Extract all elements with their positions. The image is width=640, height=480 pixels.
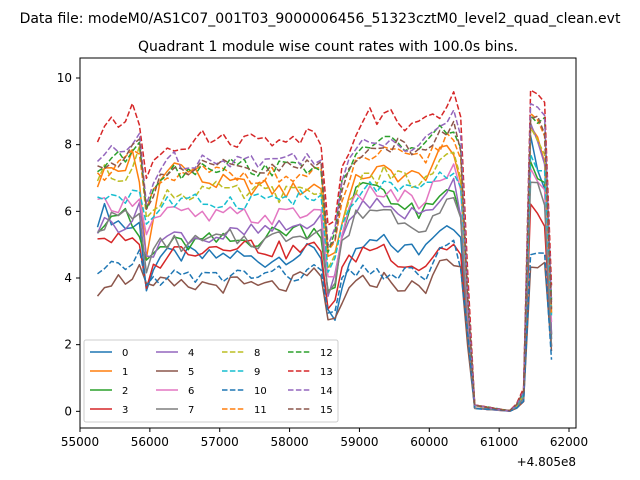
- x-tick-label: 60000: [410, 435, 448, 449]
- legend-label-11: 11: [254, 405, 267, 416]
- y-tick-label: 2: [64, 338, 72, 352]
- axes-frame: [79, 57, 577, 429]
- x-tick-label: 59000: [340, 435, 378, 449]
- legend-label-2: 2: [122, 386, 128, 397]
- figure-suptitle: Data file: modeM0/AS1C07_001T03_90000064…: [20, 11, 621, 27]
- y-tick-label: 10: [57, 71, 72, 85]
- legend-label-0: 0: [122, 348, 128, 359]
- legend-label-8: 8: [254, 348, 260, 359]
- chart-title: Quadrant 1 module wise count rates with …: [138, 39, 518, 55]
- legend-label-9: 9: [254, 367, 260, 378]
- x-tick-label: 55000: [61, 435, 99, 449]
- x-tick-label: 58000: [270, 435, 308, 449]
- series-line-7: [97, 181, 553, 412]
- x-axis: 55000 56000 57000 58000 59000 60000 61000 62000: [61, 428, 588, 449]
- x-tick-label: 62000: [550, 435, 588, 449]
- x-tick-label: 61000: [480, 435, 518, 449]
- legend-label-4: 4: [188, 348, 194, 359]
- series-line-15: [97, 115, 553, 412]
- series-line-10: [97, 239, 553, 413]
- legend-label-3: 3: [122, 405, 128, 416]
- x-tick-label: 56000: [131, 435, 169, 449]
- y-tick-label: 8: [64, 138, 72, 152]
- legend-label-15: 15: [320, 405, 333, 416]
- y-tick-label: 0: [64, 404, 72, 418]
- y-tick-label: 4: [64, 271, 72, 285]
- legend-box: [83, 339, 339, 423]
- x-offset-label: +4.805e8: [517, 455, 576, 469]
- y-axis: 0 2 4 6 8 10: [57, 71, 80, 418]
- legend-label-7: 7: [188, 405, 194, 416]
- legend-label-5: 5: [188, 367, 194, 378]
- legend-label-6: 6: [188, 386, 194, 397]
- y-tick-label: 6: [64, 204, 72, 218]
- series-line-14: [96, 102, 553, 412]
- legend-label-10: 10: [254, 386, 267, 397]
- legend-label-12: 12: [320, 348, 333, 359]
- x-tick-label: 57000: [201, 435, 239, 449]
- series-layer: [96, 89, 553, 413]
- legend-label-13: 13: [320, 367, 333, 378]
- legend-label-1: 1: [122, 367, 128, 378]
- legend-label-14: 14: [320, 386, 333, 397]
- plot-area: 55000 56000 57000 58000 59000 60000 61000 62000…: [57, 57, 588, 469]
